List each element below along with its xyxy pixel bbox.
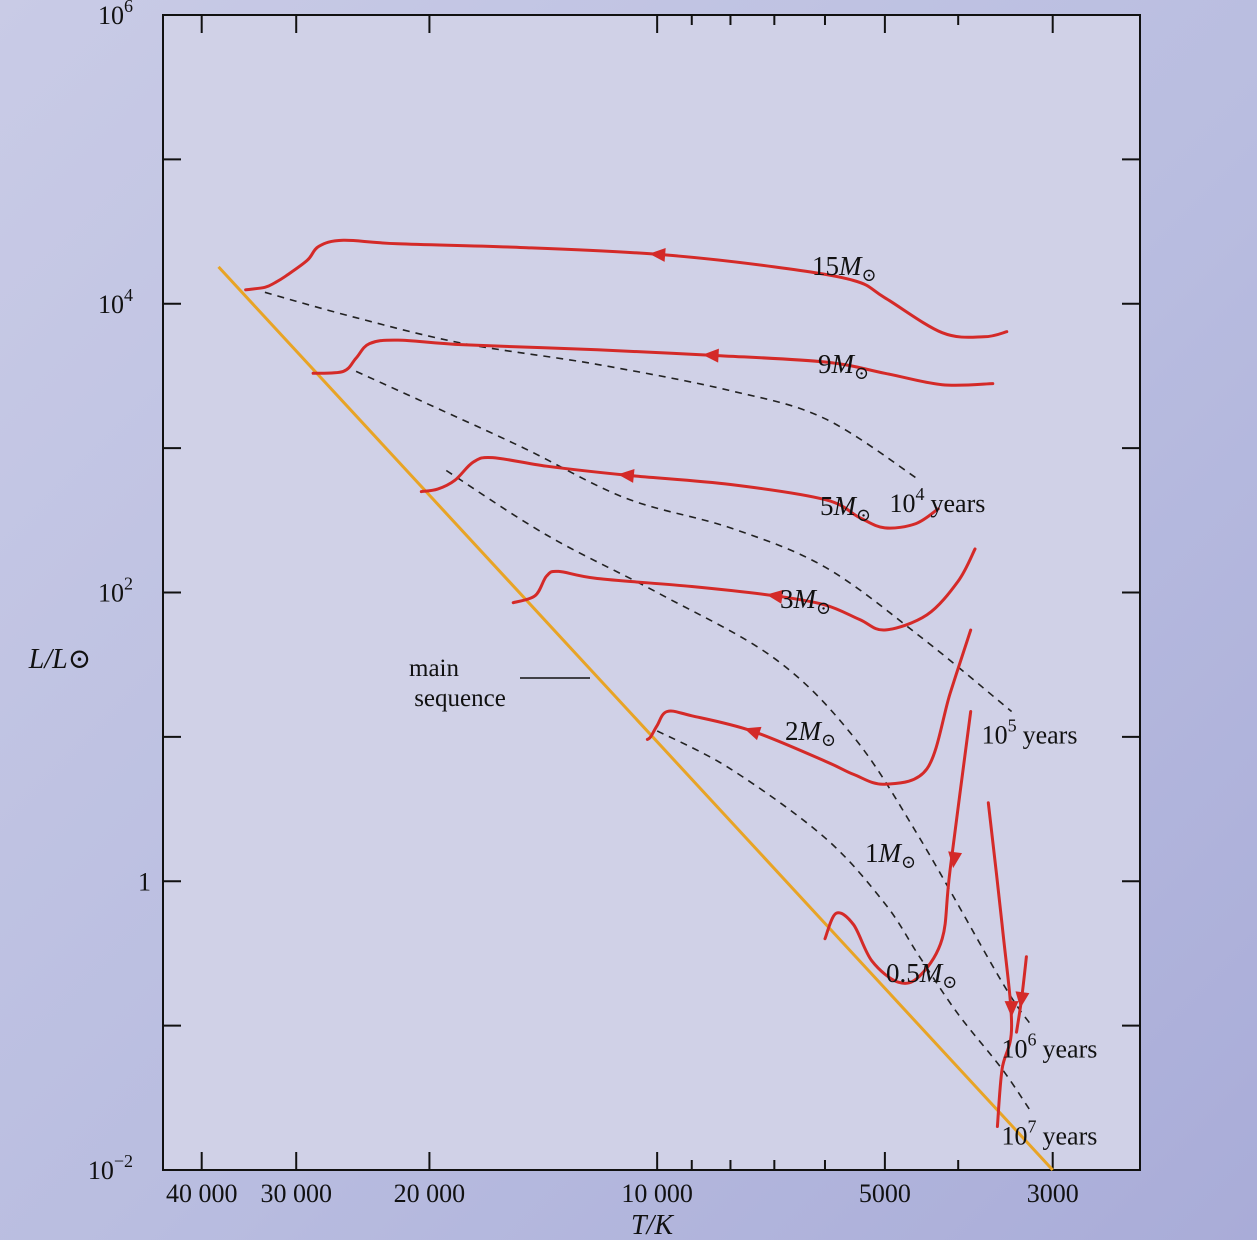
x-tick-label: 30 000	[260, 1179, 332, 1208]
y-tick-exponent: 4	[124, 285, 133, 305]
track-mass-label: 5M⊙	[820, 491, 871, 525]
evolution-tracks	[244, 238, 1030, 1128]
track-arrow	[649, 247, 666, 262]
main-sequence-layer: main sequence	[217, 265, 1054, 1172]
isochrone-label: 105 years	[982, 715, 1078, 749]
y-tick-label: 10−2	[88, 1151, 133, 1185]
y-tick-label: 102	[98, 574, 133, 608]
main-sequence-label-line2: sequence	[414, 685, 506, 712]
y-axis-label: L/L⊙	[28, 644, 91, 675]
x-tick-label: 10 000	[621, 1179, 693, 1208]
track-mass-symbol: M	[831, 349, 856, 379]
track-mass-subscript: ⊙	[942, 972, 957, 992]
y-tick-label: 106	[98, 0, 133, 30]
isochrone-label-exponent: 5	[1008, 715, 1017, 735]
isochrones	[264, 291, 1033, 1113]
track-mass-symbol: M	[798, 716, 823, 746]
track-arrow	[617, 468, 635, 483]
track-mass-symbol: M	[838, 251, 863, 281]
isochrone-label: 107 years	[1002, 1117, 1098, 1151]
track-arrow	[1004, 1001, 1019, 1018]
evolution-track	[244, 238, 1009, 339]
track-arrow	[948, 851, 963, 869]
track-mass-symbol: M	[833, 491, 858, 521]
y-tick-exponent: −2	[114, 1151, 133, 1171]
track-arrow	[702, 348, 719, 363]
x-tick-label: 40 000	[166, 1179, 238, 1208]
track-mass-subscript: ⊙	[816, 598, 831, 618]
isochrone-line	[656, 730, 1033, 1113]
track-arrow	[1015, 991, 1030, 1009]
x-axis-label: T/K	[631, 1210, 674, 1240]
track-mass-subscript: ⊙	[862, 265, 877, 285]
y-tick-label: 1	[138, 867, 151, 896]
isochrone-line	[445, 469, 1033, 1027]
isochrone-line	[355, 370, 1013, 713]
track-mass-subscript: ⊙	[821, 730, 836, 750]
isochrone-label-unit: years	[1023, 720, 1078, 749]
track-mass-symbol: M	[878, 838, 903, 868]
evolution-track	[645, 628, 973, 786]
track-mass-subscript: ⊙	[854, 363, 869, 383]
plot-area	[162, 14, 1141, 1171]
x-tick-label: 3000	[1027, 1179, 1079, 1208]
isochrone-label-unit: years	[1043, 1035, 1098, 1064]
isochrone-label: 106 years	[1002, 1030, 1098, 1064]
isochrone-label-unit: years	[930, 489, 985, 518]
isochrone-label-exponent: 4	[915, 484, 924, 504]
isochrone-label: 104 years	[889, 484, 985, 518]
y-tick-label: 104	[98, 285, 133, 319]
isochrone-label-exponent: 6	[1028, 1030, 1037, 1050]
y-tick-exponent: 6	[124, 0, 133, 16]
x-tick-label: 5000	[859, 1179, 911, 1208]
evolution-track	[311, 338, 995, 387]
track-mass-symbol: M	[793, 584, 818, 614]
main-sequence-line	[217, 265, 1054, 1172]
track-mass-symbol: M	[919, 958, 944, 988]
track-mass-subscript: ⊙	[856, 505, 871, 525]
main-sequence-label-line1: main	[409, 655, 459, 682]
isochrone-label-unit: years	[1043, 1122, 1098, 1151]
y-tick-exponent: 2	[124, 574, 133, 594]
evolution-track	[823, 710, 973, 985]
isochrone-label-exponent: 7	[1028, 1117, 1037, 1137]
evolution-track	[419, 455, 940, 530]
x-tick-label: 20 000	[394, 1179, 466, 1208]
isochrone-line	[264, 291, 920, 481]
track-arrow	[766, 589, 784, 604]
track-arrow	[744, 726, 762, 741]
track-mass-subscript: ⊙	[901, 852, 916, 872]
